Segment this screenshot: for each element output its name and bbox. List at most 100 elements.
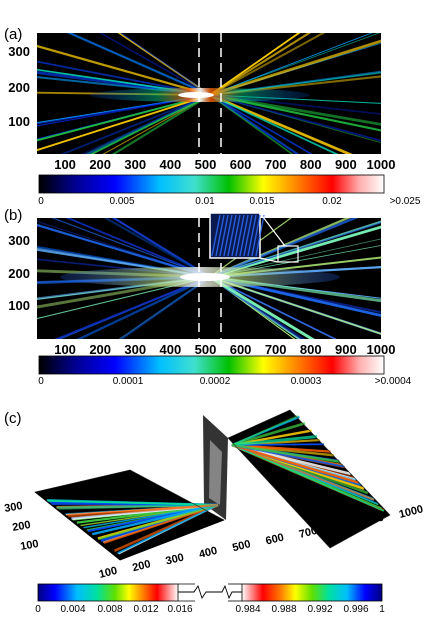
beam-streak	[90, 94, 211, 154]
beam-streak	[103, 218, 211, 278]
beam-streak	[111, 218, 211, 278]
panel-c-label: (c)	[4, 410, 22, 427]
beam-streak	[209, 94, 294, 154]
beam-streak-left	[98, 503, 219, 541]
xtick-c-900: 900	[364, 511, 385, 527]
xtick-b-500: 500	[194, 342, 217, 357]
xtick-b-600: 600	[229, 342, 252, 357]
xtick-a-800: 800	[299, 157, 322, 172]
beam-streak	[209, 39, 381, 97]
inset-stripe	[211, 214, 221, 257]
inset-stripe	[243, 214, 253, 257]
inset-stripe	[231, 214, 241, 257]
beam-streak	[68, 33, 211, 96]
xtick-c-200: 200	[131, 558, 152, 574]
axis-break-icon	[178, 584, 242, 600]
beam-streak	[51, 218, 211, 278]
cb-a-tick-0: 0	[38, 196, 44, 207]
panel-a-heatmap	[37, 33, 381, 154]
ytick-c-300: 300	[3, 500, 23, 515]
beam-streak	[119, 33, 211, 96]
beam-streak-left	[68, 503, 219, 518]
xtick-b-1000: 1000	[366, 342, 396, 357]
beam-streak	[209, 33, 373, 96]
cb-a-tick-1: 0.005	[109, 196, 135, 207]
beam-streak	[209, 33, 381, 96]
beam-streak	[209, 276, 337, 339]
zoom-inset	[209, 212, 299, 263]
beam-streak	[37, 44, 211, 97]
cb-c-left-tick-4: 0.016	[167, 604, 193, 615]
beam-streak	[209, 275, 305, 339]
beam-streak	[209, 276, 381, 335]
beam-streak-right	[231, 414, 299, 446]
xtick-b-300: 300	[124, 342, 147, 357]
cb-a-tick-5: >0.025	[389, 196, 421, 207]
cb-c-left-tick-3: 0.012	[133, 604, 159, 615]
beam-streak	[99, 33, 211, 96]
beam-streak	[209, 94, 339, 154]
xtick-a-600: 600	[229, 157, 252, 172]
beam-streak	[209, 276, 296, 339]
beam-streak-left	[117, 504, 219, 554]
xtick-a-1000: 1000	[366, 157, 396, 172]
inset-stripe	[247, 214, 257, 257]
inset-stripe	[255, 214, 265, 257]
ytick-b-200: 200	[8, 266, 30, 281]
beam-streak	[111, 94, 211, 154]
xtick-c-400: 400	[198, 545, 219, 561]
beam-streak-right	[231, 422, 306, 447]
beam-streak-left	[58, 504, 219, 510]
beam-streak	[37, 223, 211, 279]
xtick-c-500: 500	[231, 538, 252, 554]
beam-streak	[209, 93, 381, 132]
inset-stripe	[235, 214, 245, 257]
inset-stripe	[239, 214, 249, 257]
colorbar-b	[38, 355, 385, 375]
xtick-c-1000: 1000	[398, 503, 425, 521]
ytick-a-300: 300	[8, 44, 30, 59]
beam-streak-right	[231, 443, 331, 453]
beam-streak	[60, 94, 211, 154]
xtick-c-600: 600	[264, 531, 285, 547]
inset-stripe	[223, 214, 233, 257]
xtick-b-700: 700	[264, 342, 287, 357]
xtick-c-700: 700	[298, 525, 319, 541]
panel-c-3d-surface	[34, 409, 391, 561]
beam-streak	[118, 275, 211, 339]
xtick-a-900: 900	[335, 157, 357, 172]
xtick-b-400: 400	[159, 342, 182, 357]
beam-streak	[66, 33, 211, 97]
xtick-c-300: 300	[164, 551, 185, 567]
xtick-c-800: 800	[331, 518, 352, 534]
beam-streak	[209, 94, 381, 142]
beam-streak	[209, 93, 353, 154]
xtick-a-400: 400	[159, 157, 182, 172]
cb-b-tick-1: 0.0001	[112, 376, 144, 387]
cb-a-tick-4: 0.02	[322, 196, 342, 207]
inset-stripe	[219, 214, 229, 257]
cb-b-tick-2: 0.0002	[199, 376, 231, 387]
cb-c-right-tick-1: 0.988	[271, 604, 297, 615]
xtick-a-300: 300	[124, 157, 147, 172]
cb-c-left-tick-2: 0.008	[97, 604, 123, 615]
beam-streak-right	[231, 444, 375, 501]
beam-streak	[209, 94, 313, 154]
beam-streak	[209, 218, 359, 279]
panel-b-heatmap	[37, 212, 381, 339]
beam-streak	[209, 33, 312, 96]
beam-streak	[37, 94, 211, 142]
ytick-c-100: 100	[19, 538, 39, 553]
ytick-c-200: 200	[11, 519, 31, 534]
xtick-b-800: 800	[299, 342, 322, 357]
beam-streak-left	[83, 504, 219, 529]
ytick-b-300: 300	[8, 233, 30, 248]
cb-c-left-tick-1: 0.004	[60, 604, 86, 615]
colorbar-c	[37, 583, 383, 602]
beam-streak	[65, 218, 211, 278]
beam-streak-right	[231, 444, 385, 512]
cb-c-right-tick-0: 0.984	[235, 604, 261, 615]
colorbar-a	[38, 174, 385, 194]
ytick-b-100: 100	[8, 298, 30, 313]
